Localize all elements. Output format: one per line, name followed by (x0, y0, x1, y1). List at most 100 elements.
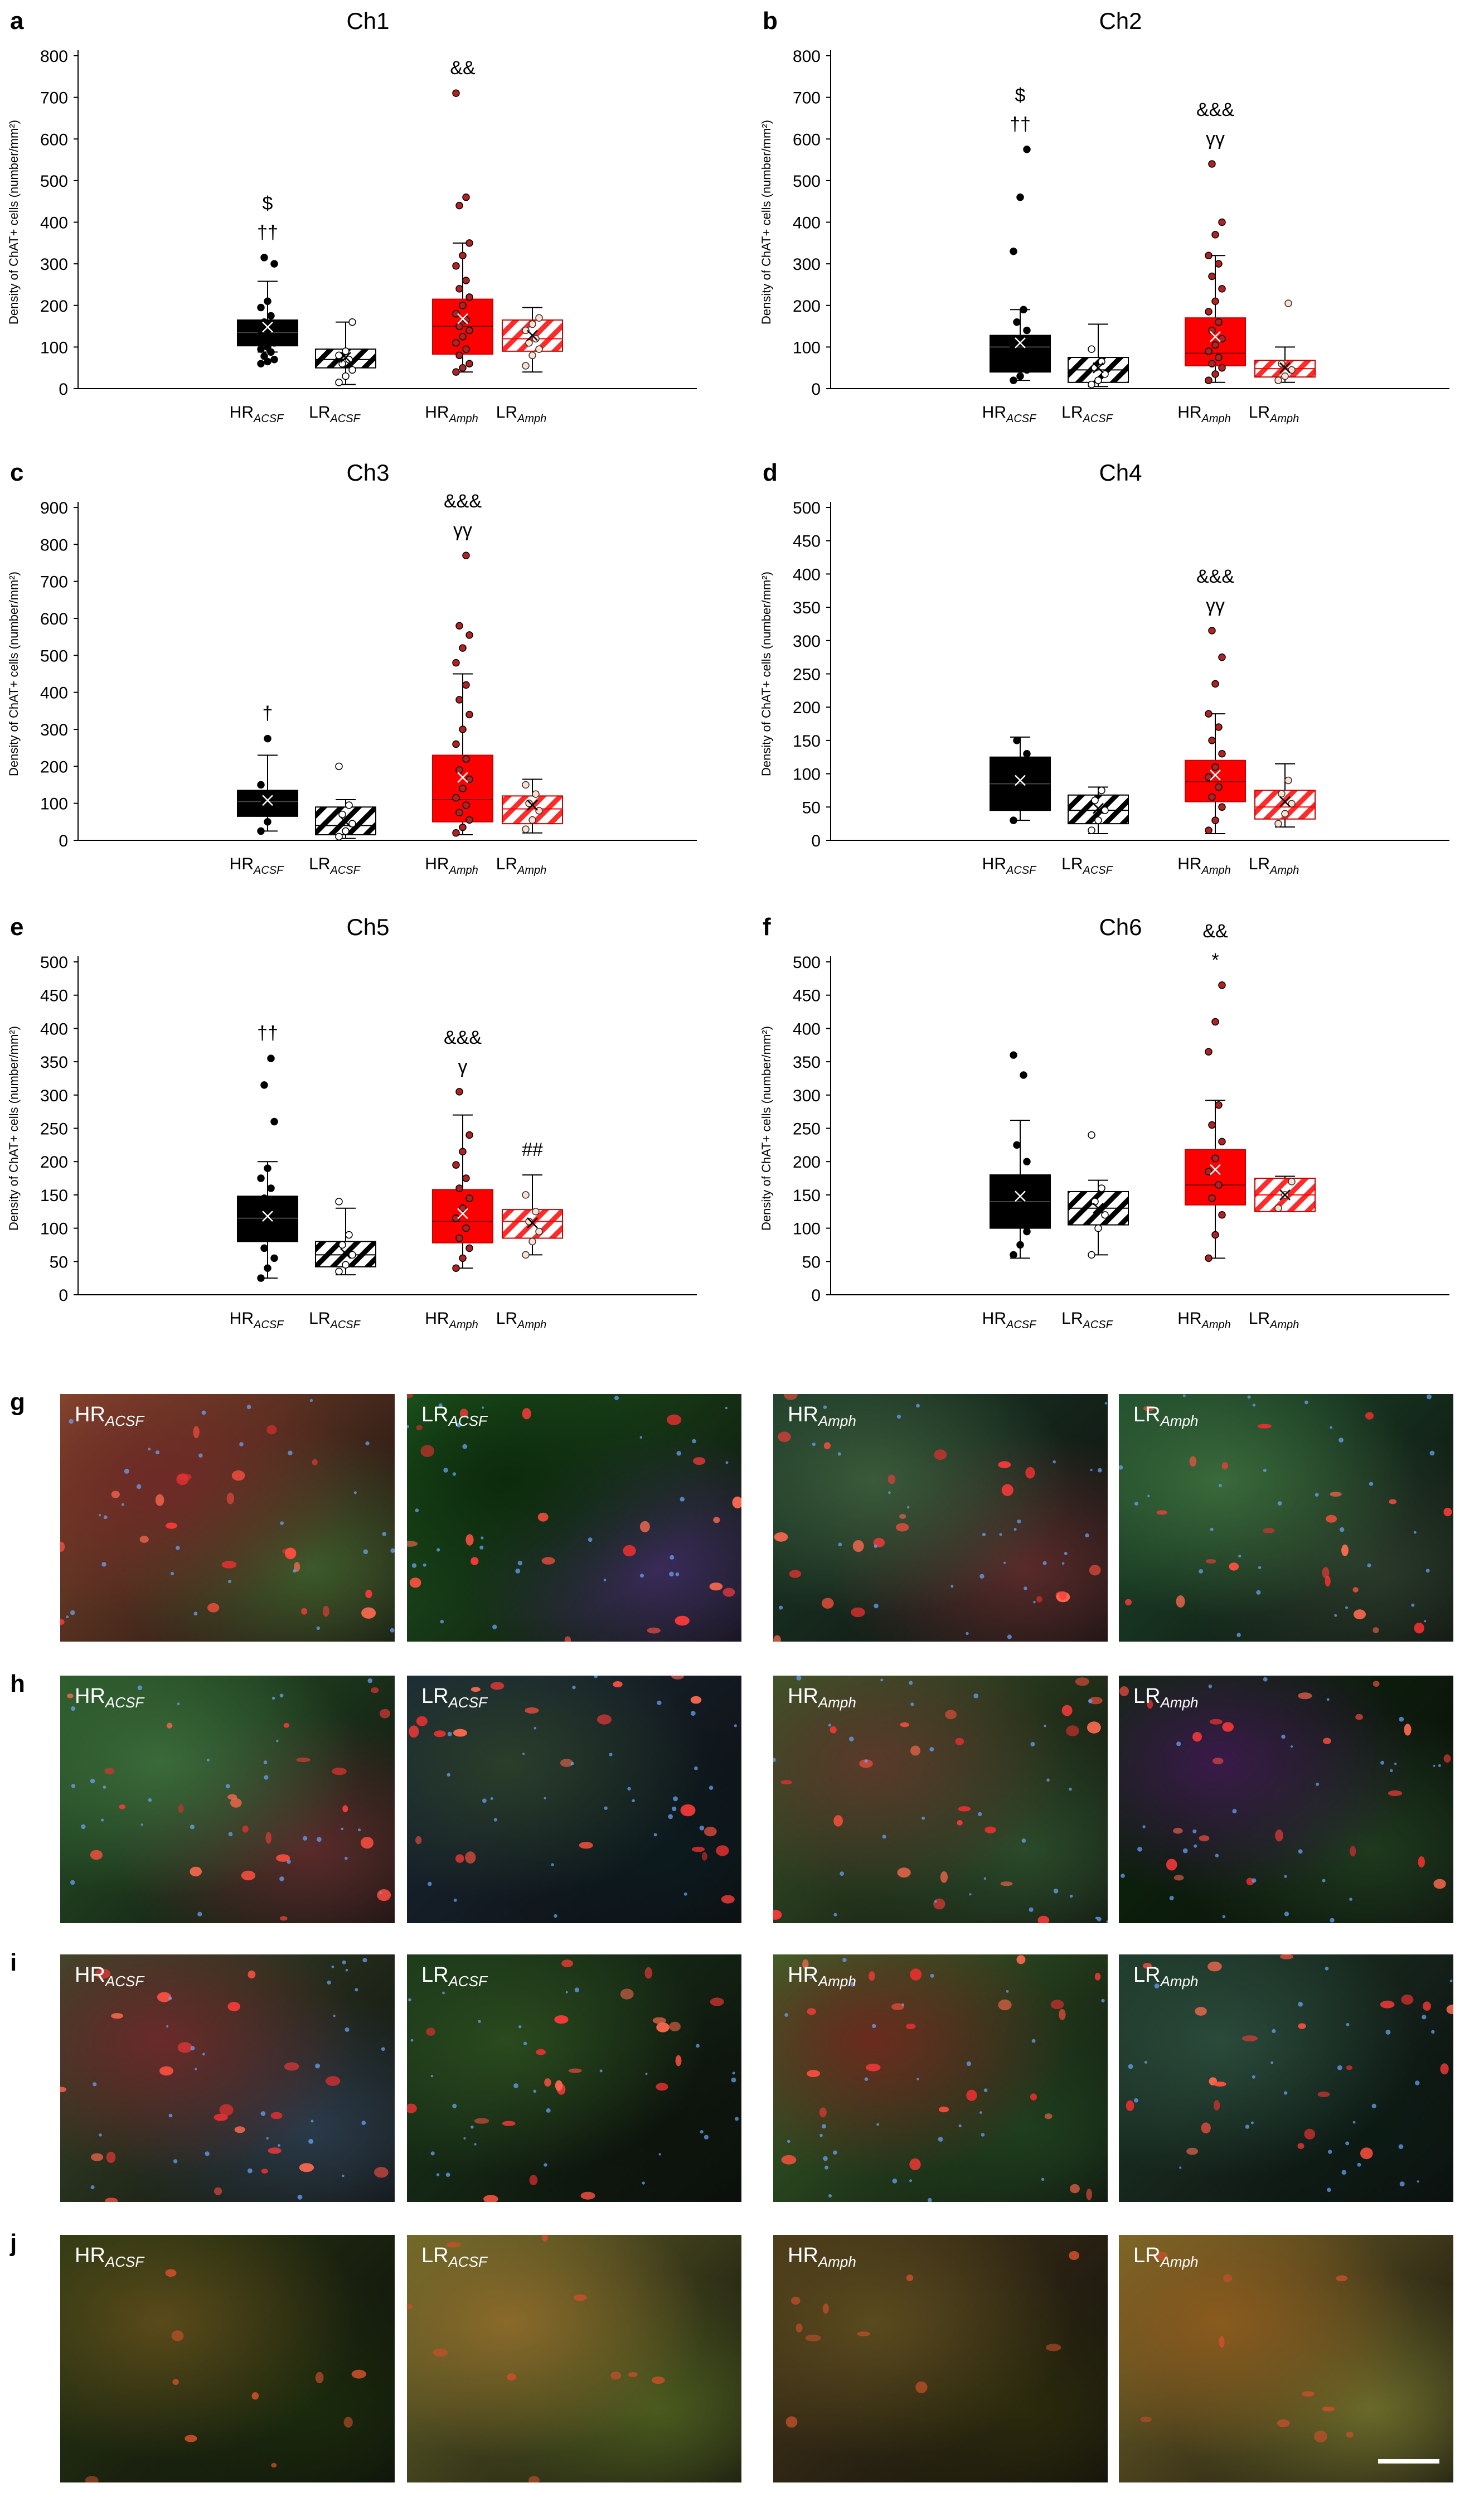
data-point (270, 339, 278, 347)
category-label-sub: Amph (517, 413, 546, 425)
data-point (257, 1174, 265, 1182)
tile-label-sub: ACSF (105, 1694, 144, 1711)
data-point (1205, 710, 1213, 718)
cell-mark (474, 2118, 489, 2124)
nucleus-mark (168, 2113, 173, 2118)
y-axis-label: Density of ChAT+ cells (number/mm²) (759, 120, 773, 325)
y-tick-label: 100 (40, 1220, 68, 1238)
category-label-sub: Amph (517, 1319, 546, 1331)
cell-mark (351, 2369, 366, 2379)
y-tick-label: 250 (40, 1120, 68, 1139)
cell-mark (693, 1457, 706, 1465)
nucleus-mark (478, 2020, 481, 2023)
data-point (1016, 193, 1024, 201)
category-label-sub: ACSF (253, 864, 284, 877)
nucleus-mark (809, 1977, 812, 1980)
nucleus-mark (517, 1561, 522, 1566)
nucleus-mark (1345, 2141, 1350, 2146)
nucleus-mark (938, 2137, 943, 2142)
data-point (1088, 826, 1095, 834)
cell-mark (822, 2303, 829, 2314)
cell-mark (343, 2417, 353, 2428)
chart-panel-b: b Ch2 Density of ChAT+ cells (number/mm²) 0… (759, 7, 1449, 425)
data-point (459, 1254, 467, 1262)
micrograph-g-lr-acsf: LRACSF (407, 1394, 741, 1642)
cell-mark (821, 1598, 834, 1609)
y-tick-label: 100 (793, 766, 821, 784)
category-label: HRACSF (982, 855, 1037, 877)
y-tick-label: 800 (793, 47, 821, 66)
cell-mark (647, 1627, 661, 1634)
nucleus-mark (428, 1881, 432, 1886)
cell-mark (580, 2191, 595, 2200)
category-label-sub: Amph (517, 864, 546, 877)
nucleus-mark (1399, 1716, 1404, 1722)
nucleus-mark (287, 1860, 291, 1864)
cell-mark (433, 2348, 448, 2357)
category-label: LRACSF (309, 1309, 361, 1331)
significance-mark: &&& (1196, 99, 1234, 120)
cell-mark (1059, 1591, 1067, 1600)
cell-mark (597, 1714, 612, 1725)
cell-mark (1155, 2251, 1168, 2261)
nucleus-mark (523, 2041, 527, 2045)
category-label-sub: ACSF (1006, 413, 1037, 425)
data-point (1094, 1224, 1102, 1232)
cell-mark (60, 2087, 67, 2093)
nucleus-mark (1315, 1493, 1319, 1497)
data-point (1215, 1101, 1223, 1109)
cell-mark (1189, 1456, 1197, 1467)
nucleus-mark (316, 1626, 320, 1630)
cell-mark (807, 2008, 816, 2015)
box-group-hr-acsf: $ †† HRACSF (230, 193, 298, 425)
cell-mark (1119, 1686, 1129, 1696)
cell-mark (1059, 2009, 1066, 2020)
nucleus-mark (546, 2108, 551, 2113)
cell-mark (644, 1967, 653, 1979)
cell-mark (1213, 1758, 1224, 1765)
cell-mark (1176, 1595, 1185, 1608)
significance-mark: && (450, 57, 476, 79)
cell-mark (365, 1589, 372, 1599)
cell-mark (242, 1825, 249, 1833)
nucleus-mark (447, 1731, 452, 1736)
cell-mark (299, 2163, 314, 2172)
mean-marker (527, 1217, 538, 1228)
significance-mark: $ (263, 193, 273, 214)
data-point (1288, 366, 1296, 374)
data-point (1211, 1018, 1219, 1026)
nucleus-mark (447, 1773, 450, 1777)
data-point (264, 326, 271, 335)
data-point (1208, 1121, 1216, 1129)
tile-label-main: HR (75, 2244, 105, 2267)
cell-mark (471, 1557, 479, 1565)
cell-mark (407, 1541, 418, 1547)
cell-mark (985, 1826, 996, 1833)
box-group-lr-acsf: LRACSF (309, 1198, 376, 1331)
nucleus-mark (176, 1546, 180, 1550)
nucleus-mark (493, 1818, 497, 1822)
cell-mark (1314, 2430, 1327, 2442)
cell-mark (283, 1722, 289, 1728)
cell-mark (1446, 2005, 1453, 2015)
chart-panel-c: c Ch3 Density of ChAT+ cells (number/mm²) 0… (7, 459, 697, 877)
micrograph-j-hr-acsf: HRACSF (60, 2235, 395, 2482)
significance-mark: * (1211, 950, 1219, 971)
cell-mark (1322, 1567, 1330, 1579)
data-point (264, 1164, 271, 1172)
data-point (335, 379, 343, 386)
cell-mark (471, 1687, 481, 1692)
nucleus-mark (680, 1497, 685, 1502)
nucleus-mark (983, 2088, 988, 2092)
data-point (522, 781, 530, 789)
cell-mark (506, 2373, 516, 2381)
mean-marker (1015, 775, 1026, 786)
data-point (1274, 376, 1282, 384)
data-point (264, 818, 271, 826)
panel-letter: g (10, 1388, 25, 1416)
data-point (532, 1208, 540, 1216)
nucleus-mark (828, 1724, 832, 1727)
cell-mark (231, 1470, 245, 1481)
cell-mark (1443, 1507, 1452, 1517)
cell-mark (934, 1449, 947, 1460)
